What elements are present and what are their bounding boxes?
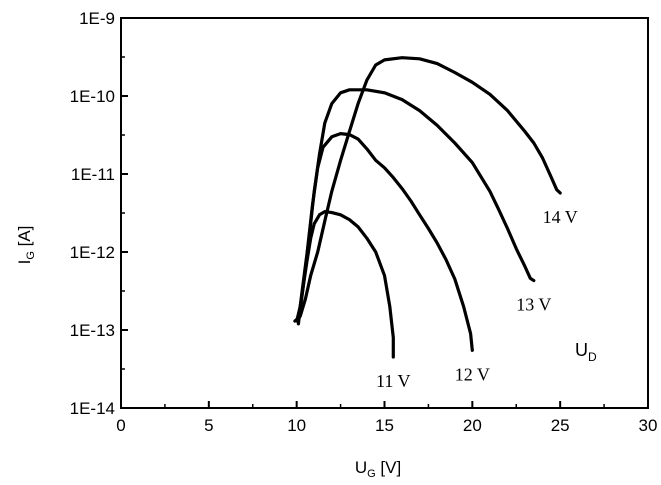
- curve-label: 14 V: [543, 207, 578, 227]
- series-line-14v: [293, 56, 562, 323]
- y-axis-title: IG [A]: [15, 226, 37, 265]
- x-tick-label: 30: [639, 416, 658, 435]
- y-tick-label: 1E-11: [71, 165, 115, 184]
- series-line-12v: [296, 132, 474, 352]
- series-layer: [293, 56, 562, 359]
- x-tick-label: 0: [116, 416, 125, 435]
- curve-label: 13 V: [516, 295, 551, 315]
- parameter-label: UD: [575, 340, 597, 364]
- x-tick-label: 25: [551, 416, 570, 435]
- curve-labels: 11 V 12 V 13 V 14 V: [376, 207, 578, 391]
- x-tick-label: 5: [204, 416, 213, 435]
- x-axis-title: UG [V]: [355, 458, 401, 480]
- plot-frame: [120, 17, 649, 409]
- y-tick-label: 1E-9: [79, 9, 115, 28]
- curve-label: 12 V: [455, 364, 490, 384]
- curve-label: 11 V: [376, 371, 411, 391]
- y-tick-label: 1E-12: [70, 243, 115, 262]
- y-tick-label: 1E-10: [70, 87, 115, 106]
- x-tick-label: 15: [375, 416, 394, 435]
- series-line-13v: [296, 88, 536, 326]
- x-tick-label: 20: [463, 416, 482, 435]
- y-tick-label: 1E-14: [70, 399, 115, 418]
- series-line-11v: [295, 210, 395, 359]
- y-tick-label: 1E-13: [70, 321, 115, 340]
- x-tick-label: 10: [287, 416, 306, 435]
